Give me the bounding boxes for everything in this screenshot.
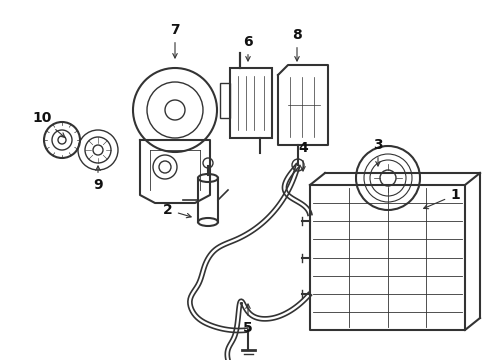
Text: 7: 7 — [170, 23, 180, 58]
Text: 1: 1 — [424, 188, 460, 209]
Text: 5: 5 — [243, 304, 253, 335]
Text: 3: 3 — [373, 138, 383, 166]
Bar — [220, 83, 230, 118]
Text: 8: 8 — [292, 28, 302, 61]
Text: 2: 2 — [163, 203, 191, 218]
Bar — [230, 68, 272, 138]
Text: 6: 6 — [243, 35, 253, 61]
Text: 4: 4 — [298, 141, 308, 171]
Text: 9: 9 — [93, 166, 103, 192]
Text: 10: 10 — [32, 111, 65, 138]
